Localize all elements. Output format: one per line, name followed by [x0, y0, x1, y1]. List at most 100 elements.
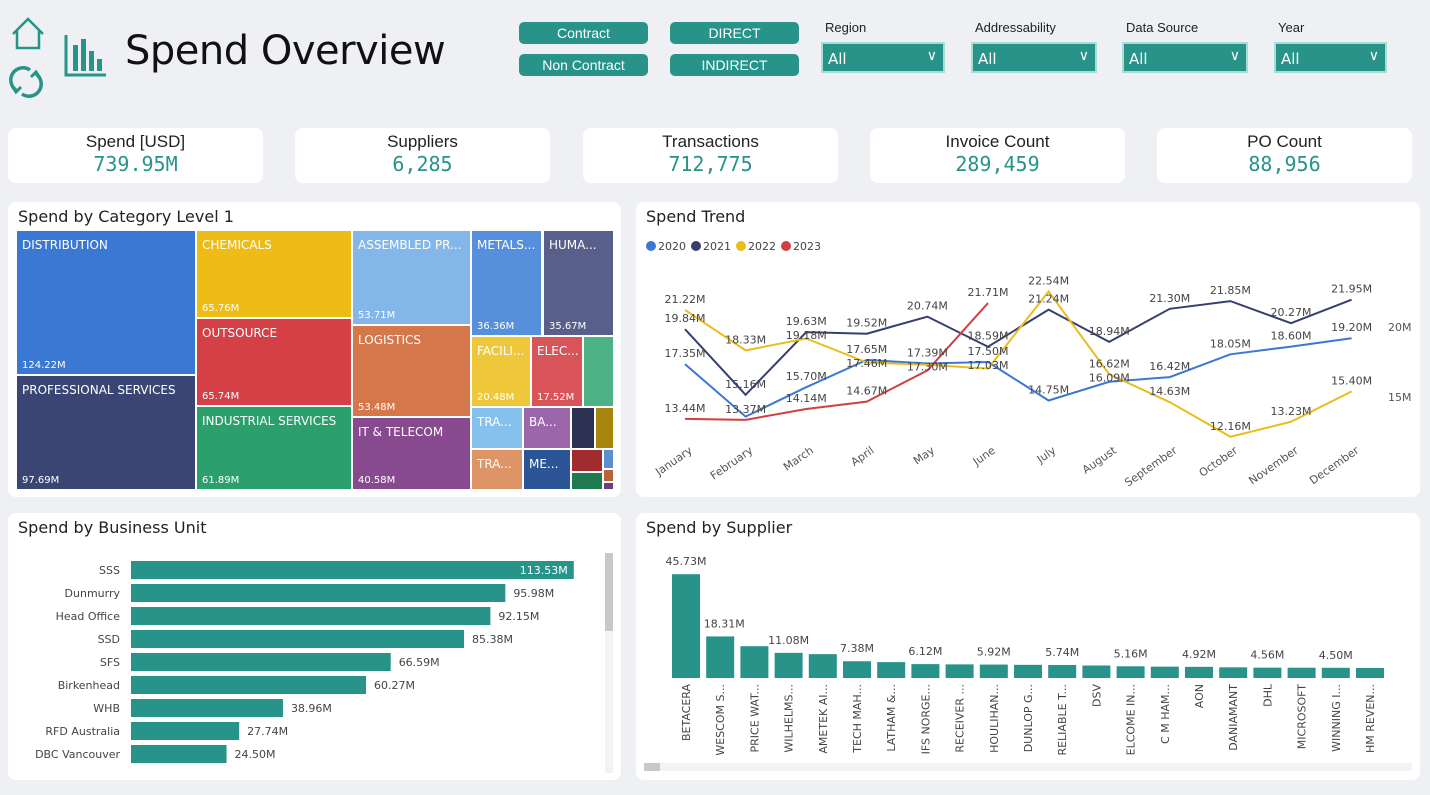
legend-label[interactable]: 2023 — [793, 240, 821, 253]
bar[interactable] — [877, 662, 906, 678]
category-label: SSD — [98, 633, 120, 646]
data-label: 15.40M — [1331, 374, 1372, 387]
bar[interactable] — [1321, 667, 1350, 678]
category-label: WILHELMS... — [783, 684, 796, 753]
bar[interactable] — [1219, 667, 1248, 678]
bar[interactable] — [131, 699, 283, 717]
category-label: WINNING I... — [1330, 684, 1343, 752]
data-source-filter-dropdown[interactable]: All ∨ — [1122, 42, 1248, 73]
treemap-tile[interactable] — [604, 450, 613, 468]
year-filter-dropdown[interactable]: All ∨ — [1274, 42, 1387, 73]
treemap-tile[interactable]: IT & TELECOM 40.58M — [353, 418, 470, 489]
tile-label: BA... — [529, 415, 557, 429]
y-tick-label: 20M — [1388, 321, 1412, 334]
bar[interactable] — [672, 574, 700, 678]
bar[interactable] — [945, 664, 974, 678]
bar[interactable] — [1253, 667, 1282, 678]
treemap-tile[interactable]: DISTRIBUTION 124.22M — [17, 231, 195, 374]
bar[interactable] — [979, 664, 1008, 678]
data-label: 24.50M — [235, 748, 276, 761]
bar[interactable] — [706, 636, 735, 678]
bar[interactable] — [131, 630, 464, 648]
treemap-tile[interactable]: TRA... — [472, 450, 522, 489]
addressability-filter-dropdown[interactable]: All ∨ — [971, 42, 1097, 73]
data-label: 4.92M — [1182, 648, 1216, 661]
treemap-tile[interactable] — [596, 408, 613, 448]
bar[interactable] — [131, 561, 574, 579]
treemap-tile[interactable] — [572, 450, 602, 471]
data-label: 21.24M — [1028, 293, 1069, 306]
treemap-tile[interactable]: FACILI... 20.48M — [472, 337, 530, 406]
legend-label[interactable]: 2020 — [658, 240, 686, 253]
treemap-tile[interactable]: ME... — [524, 450, 570, 489]
kpi-label: Transactions — [662, 132, 759, 151]
series-line-2022[interactable] — [684, 289, 1353, 438]
treemap-tile[interactable]: METALS... 36.36M — [472, 231, 541, 335]
treemap-tile[interactable]: HUMA... 35.67M — [544, 231, 613, 335]
category-label: DBC Vancouver — [35, 748, 120, 761]
treemap-tile[interactable]: OUTSOURCE 65.74M — [197, 319, 351, 405]
region-filter-dropdown[interactable]: All ∨ — [821, 42, 945, 73]
data-label: 18.59M — [968, 330, 1009, 343]
bar[interactable] — [131, 722, 240, 740]
treemap-tile[interactable]: TRA... — [472, 408, 522, 448]
bar[interactable] — [131, 653, 391, 671]
bar[interactable] — [911, 664, 940, 678]
bar[interactable] — [131, 584, 506, 602]
treemap-tile[interactable] — [604, 483, 613, 489]
treemap-tile[interactable] — [572, 408, 594, 448]
scrollbar-thumb[interactable] — [605, 553, 613, 631]
bar[interactable] — [131, 607, 491, 625]
bar[interactable] — [131, 745, 227, 763]
horizontal-scrollbar[interactable] — [644, 763, 1412, 771]
bar[interactable] — [1014, 664, 1042, 678]
y-tick-label: 15M — [1388, 391, 1412, 404]
year-filter-value: All — [1281, 50, 1300, 68]
supplier-card: Spend by Supplier 45.73M BETACERA 18.31M WE… — [636, 513, 1420, 780]
bar[interactable] — [1082, 665, 1111, 678]
data-label: 18.60M — [1271, 330, 1312, 343]
bar[interactable] — [1287, 667, 1316, 678]
treemap-tile[interactable]: BA... — [524, 408, 570, 448]
treemap-tile[interactable]: PROFESSIONAL SERVICES 97.69M — [17, 376, 195, 489]
bar[interactable] — [843, 661, 871, 678]
treemap-tile[interactable]: ELEC... 17.52M — [532, 337, 582, 406]
spend-trend-card: Spend Trend 2020 2021 2022 2023 15M 20M Januar… — [636, 202, 1420, 497]
bar[interactable] — [774, 652, 803, 678]
series-line-2023[interactable] — [684, 302, 989, 421]
series-line-2021[interactable] — [684, 298, 1352, 397]
bar[interactable] — [740, 646, 769, 678]
treemap-tile[interactable]: LOGISTICS 53.48M — [353, 326, 470, 416]
tile-label: TRA... — [477, 415, 512, 429]
category-label: MICROSOFT — [1296, 684, 1309, 749]
data-label: 6.12M — [908, 645, 942, 658]
contract-button[interactable]: Contract — [519, 22, 648, 44]
direct-button[interactable]: DIRECT — [670, 22, 799, 44]
treemap-tile[interactable]: INDUSTRIAL SERVICES 61.89M — [197, 407, 351, 489]
treemap-tile[interactable] — [584, 337, 613, 406]
refresh-icon[interactable] — [8, 64, 44, 104]
scrollbar-track[interactable] — [605, 553, 613, 773]
bar[interactable] — [1116, 666, 1145, 678]
bar[interactable] — [1185, 666, 1213, 678]
treemap-tile[interactable]: CHEMICALS 65.76M — [197, 231, 351, 317]
legend-label[interactable]: 2021 — [703, 240, 731, 253]
bar[interactable] — [808, 654, 837, 678]
scrollbar-thumb[interactable] — [644, 763, 660, 771]
tile-label: HUMA... — [549, 238, 597, 252]
indirect-button[interactable]: INDIRECT — [670, 54, 799, 76]
home-icon[interactable] — [10, 16, 46, 58]
treemap-tile[interactable] — [604, 470, 613, 481]
non-contract-button[interactable]: Non Contract — [519, 54, 648, 76]
treemap-tile[interactable]: ASSEMBLED PR... 53.71M — [353, 231, 470, 324]
bar[interactable] — [1356, 668, 1384, 678]
tile-value: 61.89M — [202, 475, 240, 486]
series-line-2020[interactable] — [684, 337, 1352, 418]
page-title: Spend Overview — [125, 28, 446, 74]
legend-label[interactable]: 2022 — [748, 240, 776, 253]
bar[interactable] — [131, 676, 367, 694]
bar[interactable] — [1048, 664, 1077, 678]
bar[interactable] — [1150, 666, 1179, 678]
data-label: 16.42M — [1149, 360, 1190, 373]
treemap-tile[interactable] — [572, 473, 602, 489]
